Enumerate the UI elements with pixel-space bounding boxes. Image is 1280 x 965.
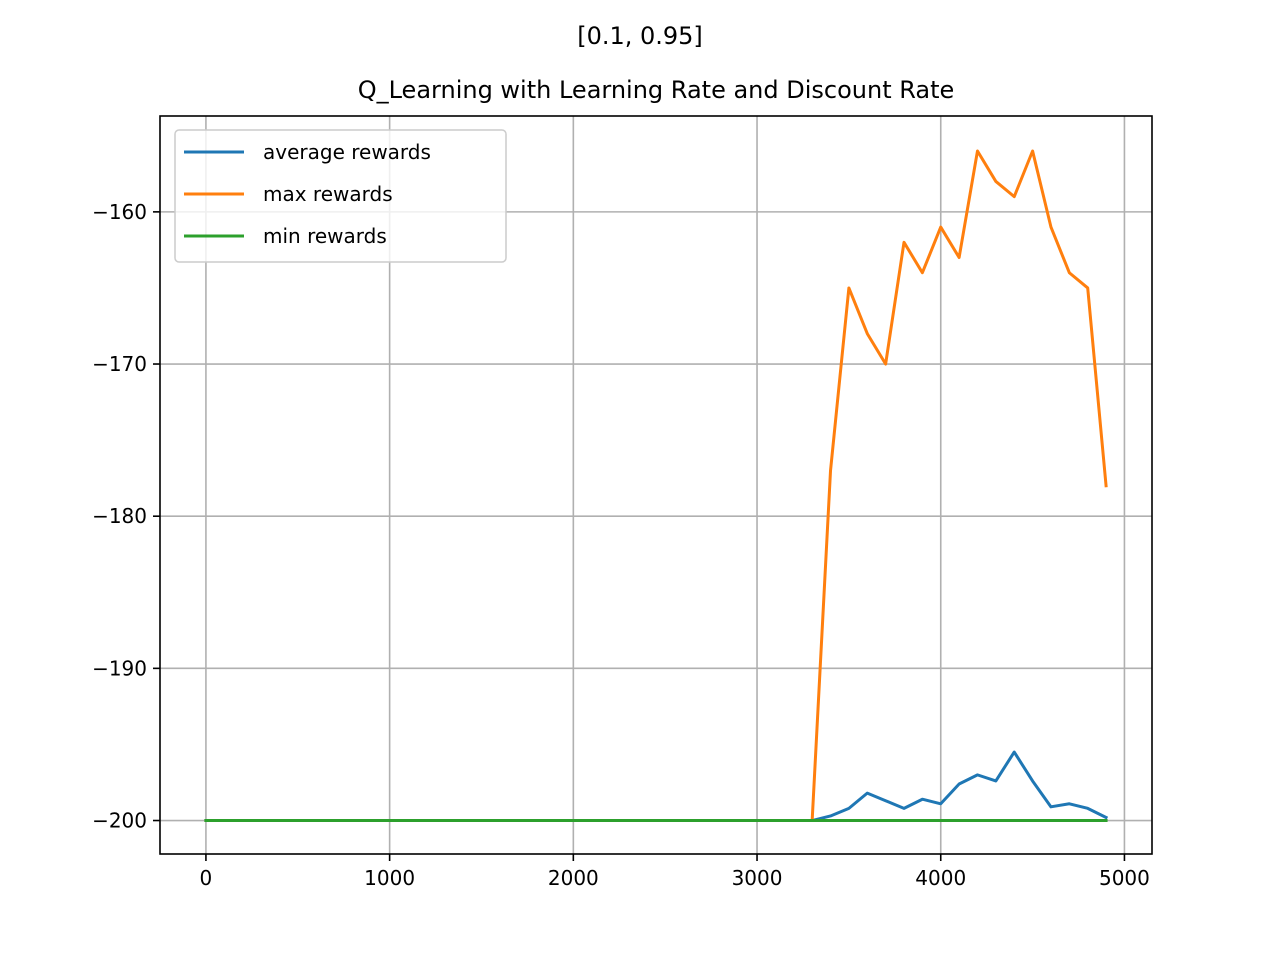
- axis-tick-labels: 0 1000 2000 3000 4000 5000 −160 −170 −180 −190 −20…: [92, 200, 1150, 890]
- x-tick-label: 4000: [915, 866, 966, 890]
- y-tick-label: −170: [92, 352, 147, 376]
- y-tick-label: −190: [92, 656, 147, 680]
- legend-label-min-rewards: min rewards: [263, 224, 387, 248]
- legend: average rewards max rewards min rewards: [174, 129, 507, 263]
- y-tick-label: −180: [92, 504, 147, 528]
- y-tick-label: −200: [92, 809, 147, 833]
- plot-frame: [159, 115, 1153, 855]
- figure-suptitle: [0.1, 0.95]: [577, 22, 703, 50]
- x-tick-label: 2000: [548, 866, 599, 890]
- x-tick-label: 3000: [732, 866, 783, 890]
- chart-title: Q_Learning with Learning Rate and Discou…: [358, 76, 955, 104]
- axis-ticks: [153, 211, 1126, 861]
- x-tick-label: 5000: [1099, 866, 1150, 890]
- y-tick-label: −160: [92, 200, 147, 224]
- x-tick-label: 0: [200, 866, 213, 890]
- legend-label-max-rewards: max rewards: [263, 182, 393, 206]
- x-tick-label: 1000: [364, 866, 415, 890]
- data-series: [204, 149, 1109, 823]
- legend-label-average-rewards: average rewards: [263, 140, 431, 164]
- legend-box: [174, 129, 507, 263]
